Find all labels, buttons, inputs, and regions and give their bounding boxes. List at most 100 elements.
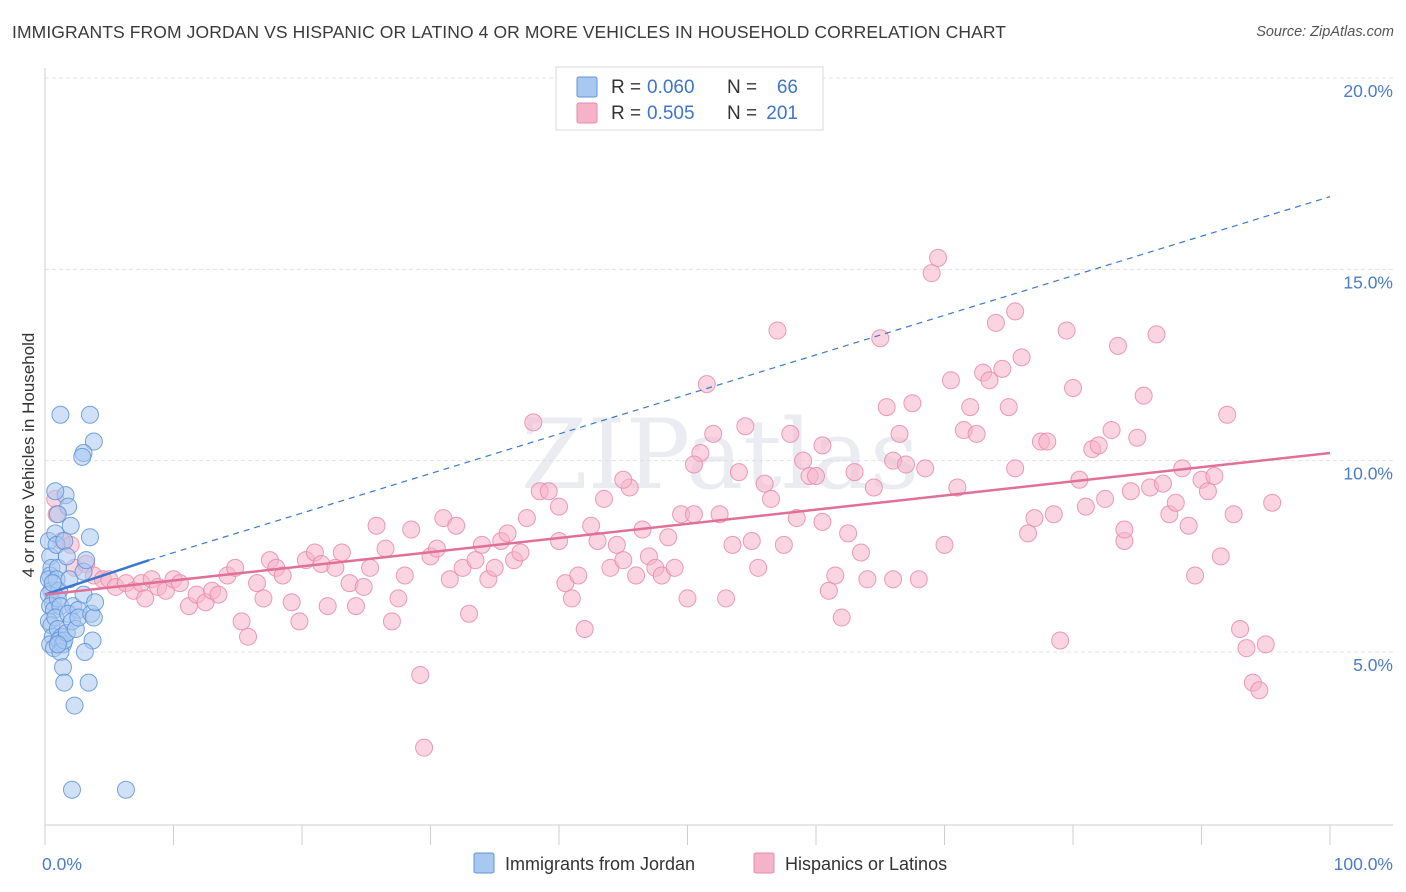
hispanic-point: [1263, 493, 1282, 512]
hispanic-point: [332, 543, 351, 562]
hispanic-point: [1115, 520, 1134, 539]
hispanic-point: [659, 528, 678, 547]
x-tick-label: 100.0%: [1334, 854, 1393, 874]
hispanic-point: [909, 570, 928, 589]
legend-label-jordan: Immigrants from Jordan: [505, 854, 695, 874]
hispanic-point: [723, 535, 742, 554]
legend-r-label: R =: [611, 77, 641, 98]
jordan-points: [39, 405, 135, 799]
jordan-point: [75, 643, 94, 661]
chart-title: IMMIGRANTS FROM JORDAN VS HISPANIC OR LA…: [12, 22, 1007, 42]
hispanic-point: [402, 520, 421, 539]
hispanic-point: [614, 470, 633, 489]
legend-r-value: 0.060: [647, 77, 695, 98]
hispanic-point: [935, 535, 954, 554]
hispanic-point: [517, 509, 536, 528]
hispanic-point: [755, 474, 774, 493]
jordan-point: [80, 405, 99, 424]
hispanic-point: [1025, 509, 1044, 528]
hispanic-point: [851, 543, 870, 562]
hispanic-point: [607, 535, 626, 554]
hispanic-point: [273, 566, 292, 585]
grid-lines: [45, 77, 1393, 653]
hispanic-point: [980, 371, 999, 390]
hispanic-point: [1102, 421, 1121, 440]
jordan-point: [84, 608, 103, 627]
jordan-point: [51, 405, 70, 424]
hispanic-point: [1006, 302, 1025, 321]
hispanic-point: [232, 612, 251, 631]
jordan-trend-extension: [148, 196, 1331, 561]
hispanic-point: [717, 589, 736, 608]
hispanic-point: [1153, 474, 1172, 493]
hispanic-point: [498, 524, 517, 543]
hispanic-point: [1012, 348, 1031, 367]
hispanic-point: [318, 597, 337, 616]
hispanic-point: [460, 604, 479, 623]
y-tick-label: 15.0%: [1343, 272, 1393, 292]
hispanic-point: [999, 398, 1018, 417]
hispanic-point: [361, 558, 380, 577]
hispanic-point: [787, 509, 806, 528]
jordan-point: [73, 447, 92, 466]
hispanic-point: [774, 535, 793, 554]
hispanic-point: [389, 589, 408, 608]
y-tick-label: 10.0%: [1343, 464, 1393, 484]
legend-n-value: 66: [777, 77, 798, 98]
hispanic-point: [511, 543, 530, 562]
hispanic-point: [839, 524, 858, 543]
source-label: Source: ZipAtlas.com: [1256, 24, 1394, 40]
hispanic-point: [665, 558, 684, 577]
hispanic-point: [858, 570, 877, 589]
trend-lines: [44, 196, 1331, 596]
hispanic-point: [762, 489, 781, 508]
hispanic-point: [710, 505, 729, 524]
hispanic-point: [742, 532, 761, 551]
hispanic-point: [877, 398, 896, 417]
hispanic-point: [1089, 436, 1108, 455]
hispanic-point: [781, 424, 800, 443]
jordan-point: [65, 696, 84, 715]
hispanic-point: [1179, 516, 1198, 535]
hispanic-point: [813, 436, 832, 455]
hispanic-point: [864, 478, 883, 497]
hispanic-point: [136, 589, 155, 608]
hispanic-point: [550, 497, 568, 516]
legend-n-value: 201: [766, 103, 798, 124]
hispanic-point: [1044, 505, 1063, 524]
series-legend: Immigrants from Jordan Hispanics or Lati…: [473, 852, 947, 874]
hispanic-point: [1121, 482, 1140, 501]
hispanic-point: [896, 455, 915, 474]
hispanic-point: [697, 375, 716, 394]
y-axis-label: 4 or more Vehicles in Household: [19, 333, 38, 578]
hispanic-point: [1057, 321, 1076, 340]
hispanic-point: [819, 581, 838, 600]
jordan-point: [84, 432, 103, 451]
hispanic-point: [1128, 428, 1147, 447]
hispanic-points: [46, 248, 1282, 757]
hispanic-point: [209, 585, 228, 604]
hispanic-point: [967, 424, 986, 443]
hispanic-point: [367, 516, 386, 535]
hispanic-point: [248, 574, 267, 593]
hispanic-point: [550, 532, 568, 551]
hispanic-point: [395, 566, 414, 585]
x-tick-label: 0.0%: [42, 854, 82, 874]
hispanic-point: [170, 574, 189, 593]
legend-swatch-pink: [753, 852, 775, 874]
hispanic-point: [845, 463, 864, 482]
jordan-trend-line: [44, 558, 150, 596]
hispanic-point: [1218, 405, 1237, 424]
correlation-legend: R = 0.060 N = 66 R = 0.505 N = 201: [555, 66, 824, 131]
hispanic-point: [1076, 497, 1095, 516]
hispanic-point: [440, 570, 459, 589]
jordan-point: [46, 482, 65, 501]
jordan-point: [62, 780, 81, 799]
hispanic-point: [466, 551, 485, 570]
hispanic-point: [1205, 466, 1224, 485]
hispanic-point: [941, 371, 960, 390]
hispanic-point: [1006, 459, 1025, 478]
hispanic-point: [1231, 620, 1250, 639]
hispanic-point: [884, 570, 903, 589]
hispanic-point: [678, 589, 697, 608]
